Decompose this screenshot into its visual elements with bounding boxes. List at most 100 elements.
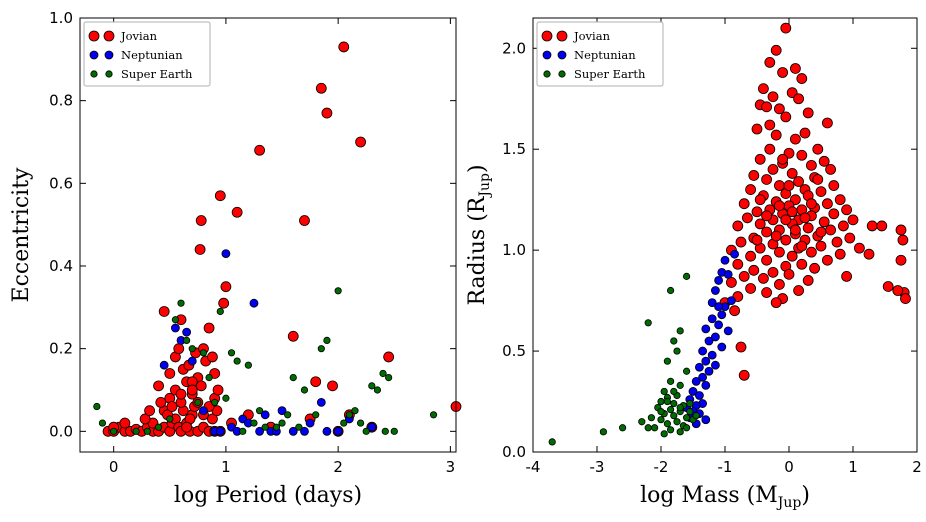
legend-marker — [90, 70, 98, 78]
point-jovian — [214, 190, 226, 202]
point-neptunian — [704, 336, 714, 346]
point-jovian — [818, 216, 830, 228]
point-jovian — [254, 144, 265, 156]
point-jovian — [220, 281, 232, 293]
point-neptunian — [249, 298, 259, 308]
point-super-earth — [216, 307, 224, 316]
point-jovian — [802, 275, 814, 286]
point-super-earth — [379, 369, 387, 378]
point-jovian — [732, 258, 744, 270]
point-jovian — [770, 297, 782, 309]
point-jovian — [761, 174, 772, 185]
point-jovian — [175, 388, 187, 400]
point-jovian — [166, 401, 178, 412]
point-jovian — [796, 149, 808, 161]
point-super-earth — [660, 430, 668, 438]
point-neptunian — [367, 422, 377, 432]
x-axis-title: log Mass (MJup) — [640, 483, 810, 511]
point-jovian — [155, 396, 167, 408]
point-neptunian — [305, 418, 315, 428]
point-jovian — [806, 246, 817, 258]
point-jovian — [802, 222, 814, 234]
point-super-earth — [177, 299, 185, 307]
point-jovian — [754, 194, 766, 206]
point-super-earth — [194, 398, 202, 406]
y-tick-label: 0.5 — [502, 342, 526, 360]
point-jovian — [815, 226, 827, 238]
point-jovian — [767, 266, 779, 278]
point-jovian — [892, 285, 904, 296]
point-super-earth — [682, 424, 691, 432]
point-super-earth — [657, 397, 665, 406]
point-super-earth — [166, 415, 174, 423]
point-neptunian — [723, 269, 733, 279]
point-neptunian — [707, 298, 717, 308]
y-tick-label: 1.0 — [502, 241, 526, 259]
point-super-earth — [599, 428, 608, 436]
point-super-earth — [666, 406, 675, 414]
point-jovian — [758, 272, 769, 284]
point-super-earth — [666, 377, 675, 385]
point-super-earth — [682, 414, 691, 422]
point-super-earth — [650, 424, 659, 432]
point-jovian — [822, 117, 833, 129]
point-jovian — [748, 264, 760, 276]
point-super-earth — [132, 427, 140, 435]
x-tick-label: 3 — [446, 458, 456, 476]
point-neptunian — [711, 286, 720, 295]
point-super-earth — [666, 426, 675, 434]
point-super-earth — [644, 319, 652, 327]
point-jovian — [796, 73, 808, 84]
point-neptunian — [730, 249, 739, 259]
point-jovian — [194, 244, 206, 255]
point-jovian — [790, 224, 801, 236]
point-jovian — [786, 250, 798, 262]
point-neptunian — [288, 426, 298, 436]
point-jovian — [212, 384, 224, 396]
point-super-earth — [244, 361, 252, 369]
point-super-earth — [312, 411, 320, 419]
point-neptunian — [187, 356, 197, 366]
point-super-earth — [211, 398, 219, 406]
point-jovian — [802, 107, 814, 119]
point-super-earth — [686, 399, 694, 408]
point-jovian — [812, 143, 824, 155]
point-super-earth — [385, 373, 393, 382]
point-jovian — [825, 163, 836, 175]
point-neptunian — [159, 360, 169, 370]
point-super-earth — [300, 386, 309, 394]
x-tick-label: -2 — [654, 458, 669, 476]
point-jovian — [195, 215, 207, 226]
point-jovian — [745, 184, 756, 195]
point-neptunian — [695, 391, 704, 400]
point-jovian — [799, 127, 811, 139]
point-jovian — [735, 341, 747, 353]
point-jovian — [806, 198, 817, 210]
point-jovian — [793, 176, 804, 187]
legend-marker — [89, 50, 99, 60]
legend: Jovian Neptunian Super Earth — [83, 21, 211, 87]
point-jovian — [895, 224, 907, 236]
y-tick-label: 0.2 — [49, 340, 73, 358]
point-neptunian — [727, 296, 736, 306]
legend-label: Neptunian — [121, 48, 183, 62]
point-jovian — [847, 214, 859, 226]
point-jovian — [315, 82, 327, 94]
point-jovian — [780, 111, 792, 123]
point-super-earth — [676, 327, 684, 335]
point-jovian — [793, 93, 804, 105]
point-jovian — [764, 119, 776, 131]
legend-marker — [542, 50, 552, 60]
point-jovian — [790, 133, 801, 145]
point-jovian — [173, 343, 185, 355]
point-jovian — [139, 413, 151, 425]
legend-marker — [556, 30, 568, 42]
point-super-earth — [154, 423, 163, 431]
point-jovian — [844, 232, 856, 244]
point-neptunian — [698, 372, 707, 382]
point-jovian — [838, 220, 849, 232]
point-super-earth — [233, 357, 241, 365]
x-tick-label: 2 — [912, 458, 922, 476]
legend-marker — [105, 70, 113, 78]
